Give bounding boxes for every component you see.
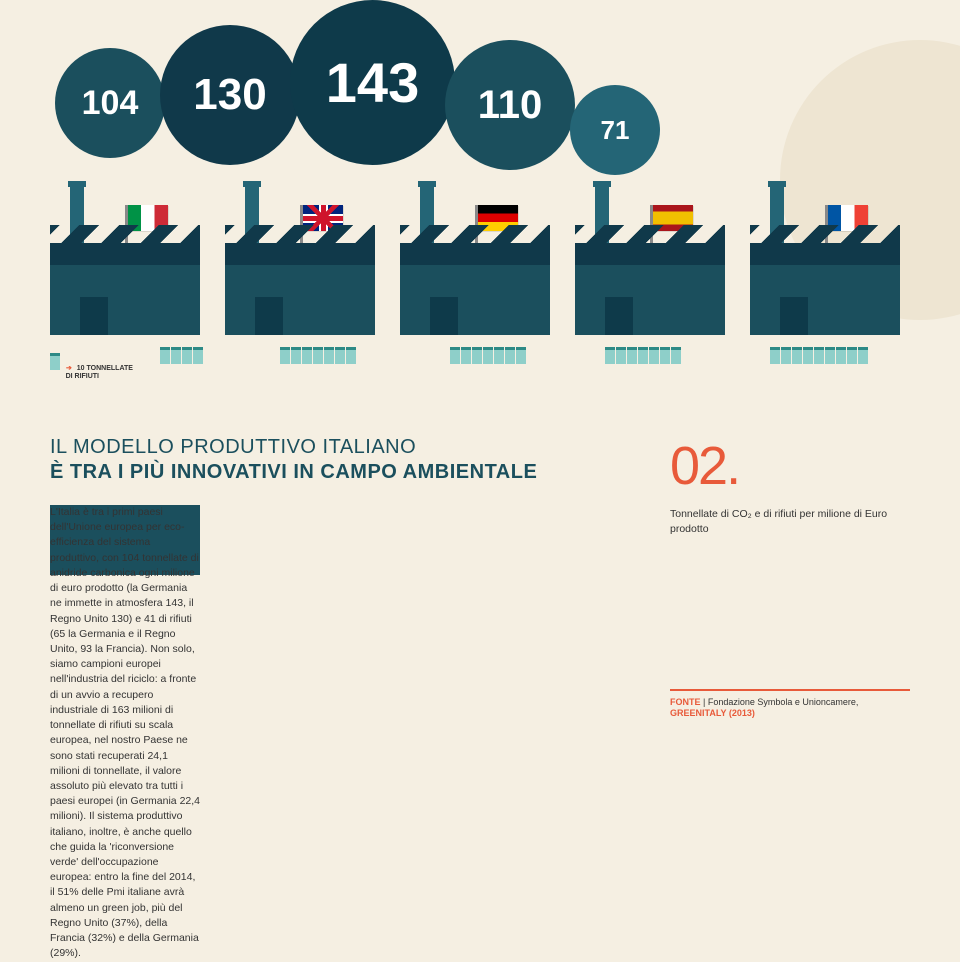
roof (400, 243, 550, 265)
cloud-italy: 104 (55, 48, 165, 158)
cloud-germany: 143 (290, 0, 455, 165)
roof (750, 243, 900, 265)
legend-line2: DI RIFIUTI (66, 373, 99, 380)
door (80, 297, 108, 335)
section-number: 02. (670, 435, 910, 497)
cloud-france: 71 (570, 85, 660, 175)
factory-body (50, 265, 200, 335)
waste-group-france (770, 350, 869, 369)
waste-group-italy (160, 350, 204, 369)
source-citation: FONTE | Fondazione Symbola e Unioncamere… (670, 689, 910, 720)
factory-uk (225, 195, 375, 335)
waste-group-germany (450, 350, 527, 369)
waste-group-spain (605, 350, 682, 369)
door (430, 297, 458, 335)
factory-germany (400, 195, 550, 335)
main-title: IL MODELLO PRODUTTIVO ITALIANOÈ TRA I PI… (50, 435, 610, 485)
cloud-value: 71 (601, 115, 630, 146)
factory-france (750, 195, 900, 335)
left-column: IL MODELLO PRODUTTIVO ITALIANOÈ TRA I PI… (50, 435, 610, 499)
cloud-value: 130 (193, 70, 266, 120)
source-text: | Fondazione Symbola e Unioncamere, (701, 697, 859, 707)
door (605, 297, 633, 335)
roof (225, 243, 375, 265)
cloud-value: 143 (326, 50, 419, 115)
cloud-value: 104 (82, 84, 139, 123)
roof (50, 243, 200, 265)
door (255, 297, 283, 335)
roof (575, 243, 725, 265)
factory-body (750, 265, 900, 335)
arrow-icon: ➔ (66, 365, 72, 373)
right-column: 02. Tonnellate di CO₂ e di rifiuti per m… (670, 435, 910, 536)
content-columns: IL MODELLO PRODUTTIVO ITALIANOÈ TRA I PI… (50, 435, 910, 536)
door (780, 297, 808, 335)
source-name: GREENITALY (2013) (670, 708, 755, 718)
waste-legend-row: ➔ 10 TONNELLATE DI RIFIUTI (50, 350, 930, 400)
cloud-spain: 110 (445, 40, 575, 170)
factories-row (50, 165, 930, 335)
factory-italy (50, 195, 200, 335)
factory-spain (575, 195, 725, 335)
source-label: FONTE (670, 697, 701, 707)
waste-group-uk (280, 350, 357, 369)
factory-body (400, 265, 550, 335)
legend-line1: 10 TONNELLATE (77, 365, 133, 372)
body-text: L'Italia è tra i primi paesi dell'Unione… (50, 505, 200, 575)
cube-icon (50, 356, 60, 370)
cloud-uk: 130 (160, 25, 300, 165)
factory-body (575, 265, 725, 335)
caption-text: Tonnellate di CO₂ e di rifiuti per milio… (670, 507, 910, 536)
cloud-value: 110 (478, 83, 543, 128)
waste-legend: ➔ 10 TONNELLATE DI RIFIUTI (50, 356, 133, 380)
factory-body (225, 265, 375, 335)
